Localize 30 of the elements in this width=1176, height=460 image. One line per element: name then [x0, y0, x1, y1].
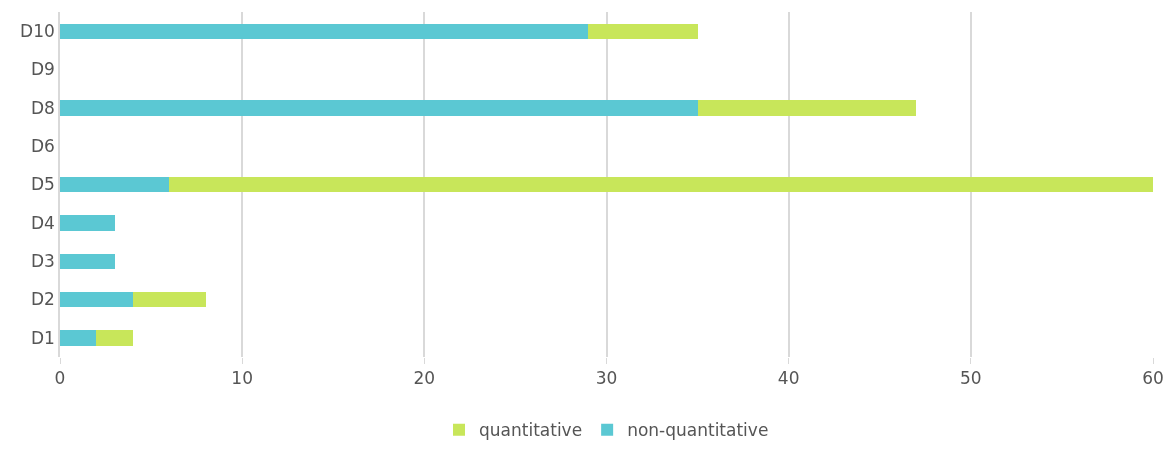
x-tick-label: 20 [413, 368, 436, 389]
x-tick-label: 10 [231, 368, 253, 389]
x-tick-label: 0 [54, 368, 66, 389]
bar [697, 100, 917, 116]
y-tick-label: D1 [30, 327, 55, 348]
bar [132, 291, 206, 308]
bar [169, 176, 1153, 193]
y-tick-label: D9 [30, 59, 55, 80]
legend-label: non-quantitative [627, 420, 769, 441]
bar [60, 215, 115, 231]
y-tick-label: D4 [30, 212, 55, 233]
x-tick-label: 30 [595, 368, 618, 389]
bar [60, 100, 698, 116]
y-tick-label: D8 [30, 97, 55, 118]
y-tick-label: D6 [30, 136, 55, 157]
bar [60, 176, 170, 193]
y-tick-label: D3 [30, 251, 55, 272]
y-tick-label: D5 [30, 174, 55, 195]
bar [588, 23, 698, 39]
y-tick-label: D10 [20, 21, 55, 42]
bar [60, 23, 589, 39]
x-tick-label: 60 [1142, 368, 1164, 389]
y-tick-label: D2 [30, 289, 55, 310]
legend-label: quantitative [479, 420, 583, 441]
bar [60, 291, 133, 308]
bar [60, 253, 115, 269]
x-tick-label: 50 [960, 368, 982, 389]
bar [60, 330, 97, 346]
x-tick-label: 40 [777, 368, 800, 389]
bar [96, 330, 133, 346]
